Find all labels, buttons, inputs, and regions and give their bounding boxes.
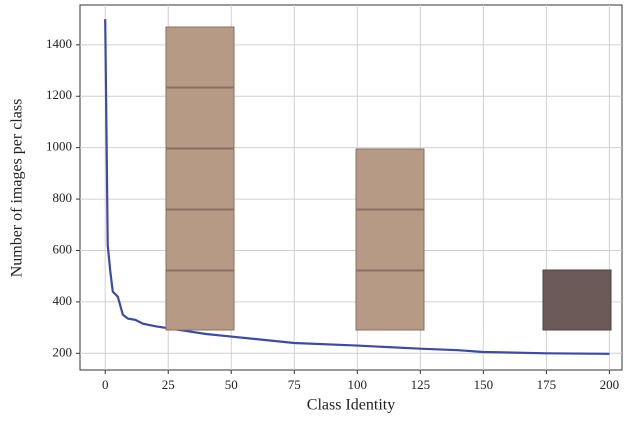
face-image [356, 271, 424, 330]
y-tick-label: 600 [53, 241, 73, 256]
face-image [166, 210, 234, 270]
x-tick-label: 125 [411, 377, 431, 392]
y-tick-label: 800 [53, 190, 73, 205]
x-tick-label: 175 [537, 377, 557, 392]
face-image [543, 270, 611, 330]
face-image [166, 88, 234, 148]
y-axis-label: Number of images per class [9, 99, 26, 278]
y-tick-label: 1400 [46, 36, 72, 51]
face-image [356, 210, 424, 270]
y-tick-label: 200 [53, 344, 73, 359]
x-tick-label: 25 [162, 377, 175, 392]
x-tick-label: 150 [474, 377, 494, 392]
x-tick-label: 0 [102, 377, 109, 392]
y-tick-label: 1200 [46, 87, 72, 102]
face-image [356, 149, 424, 209]
x-tick-label: 75 [288, 377, 301, 392]
face-image [166, 271, 234, 330]
x-tick-label: 200 [600, 377, 620, 392]
face-image [166, 149, 234, 209]
face-images [166, 27, 611, 330]
chart: Class Identity Number of images per clas… [0, 0, 638, 419]
x-tick-label: 50 [225, 377, 238, 392]
y-tick-label: 400 [53, 293, 73, 308]
plot-frame [80, 5, 622, 370]
y-tick-label: 1000 [46, 139, 72, 154]
x-tick-label: 100 [348, 377, 368, 392]
face-image [166, 27, 234, 87]
x-axis-label: Class Identity [307, 397, 395, 414]
